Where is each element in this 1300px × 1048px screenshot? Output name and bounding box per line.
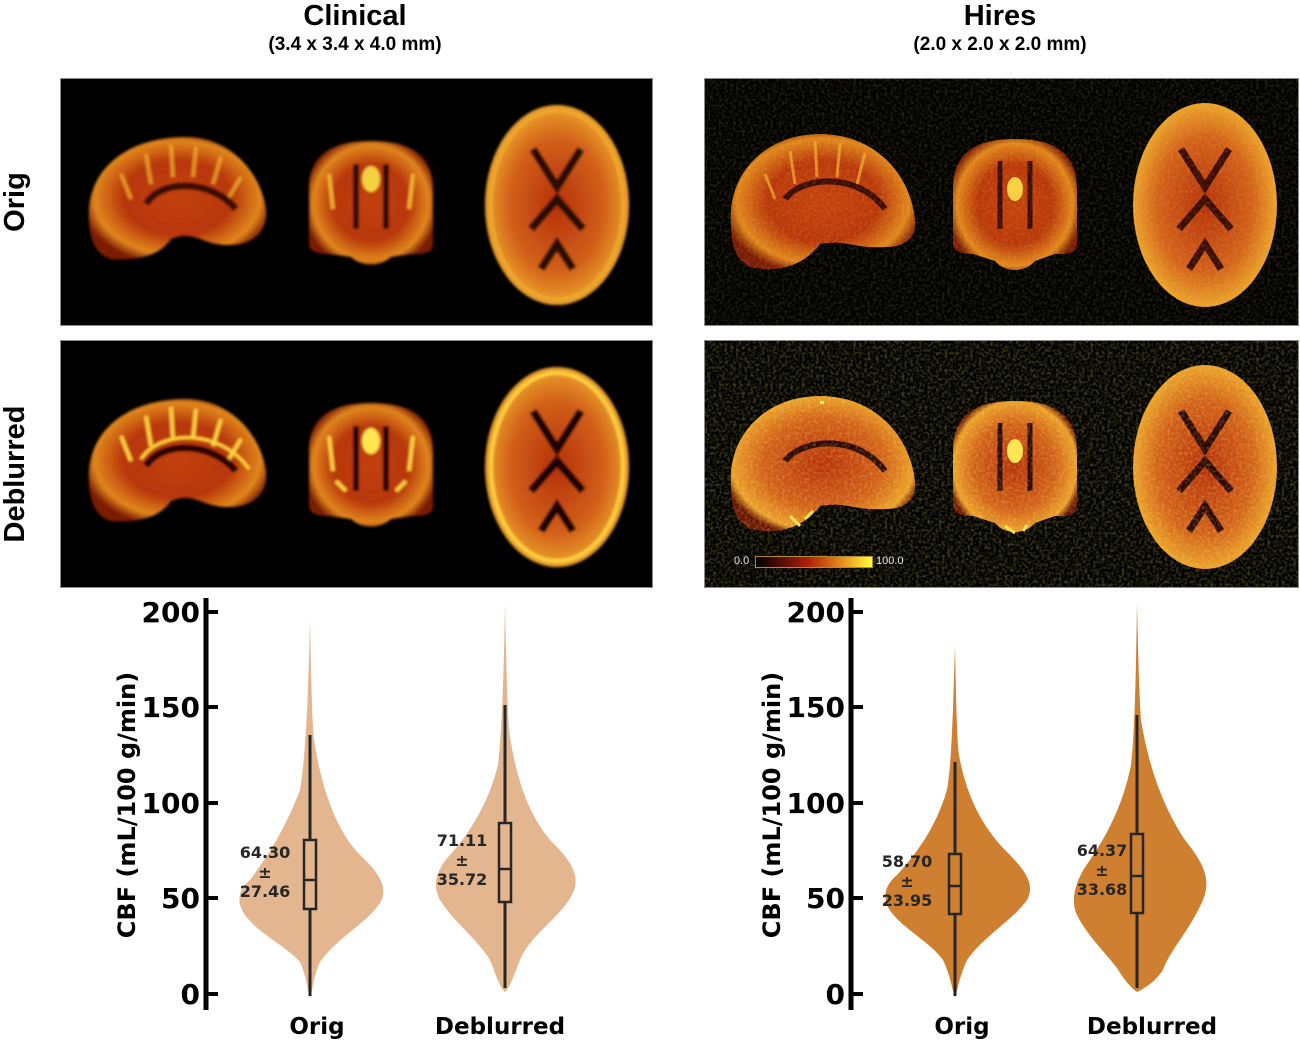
sd-value: 23.95	[882, 891, 933, 910]
violin-chart-clinical: CBF (mL/100 g/min) 200 150 100 50 0 64.3…	[100, 590, 660, 1043]
y-tick-50: 50	[161, 882, 200, 915]
image-panel-hires-deblurred: 0.0 100.0	[704, 340, 1299, 588]
plus-minus: ±	[455, 851, 468, 870]
violin-orig: 64.30 ± 27.46	[239, 620, 384, 998]
image-panel-clinical-orig	[60, 78, 653, 326]
y-tick-200: 200	[142, 596, 200, 629]
column-title-hires: Hires (2.0 x 2.0 x 2.0 mm)	[850, 0, 1150, 56]
y-tick-0: 0	[181, 978, 200, 1011]
image-panel-hires-orig	[704, 78, 1299, 326]
colorbar	[755, 556, 873, 568]
column-subtitle: (2.0 x 2.0 x 2.0 mm)	[913, 34, 1087, 55]
mean-value: 58.70	[882, 852, 933, 871]
y-tick-150: 150	[142, 691, 200, 724]
brain-axial	[485, 367, 629, 567]
x-label-deblurred: Deblurred	[435, 1014, 565, 1040]
mean-value: 64.37	[1077, 841, 1128, 860]
image-panel-clinical-deblurred	[60, 340, 653, 588]
y-axis-ticks	[851, 610, 863, 996]
x-label-deblurred: Deblurred	[1087, 1014, 1217, 1040]
y-tick-150: 150	[787, 691, 845, 724]
violin-deblurred: 64.37 ± 33.68	[1073, 602, 1207, 992]
plus-minus: ±	[258, 863, 271, 882]
brain-coronal	[309, 403, 433, 527]
column-title: Clinical	[303, 0, 407, 32]
violin-deblurred: 71.11 ± 35.72	[435, 602, 576, 992]
y-tick-100: 100	[142, 787, 200, 820]
y-axis-label: CBF (mL/100 g/min)	[758, 672, 786, 938]
plus-minus: ±	[1095, 861, 1108, 880]
y-tick-0: 0	[826, 978, 845, 1011]
brain-coronal	[309, 141, 433, 265]
column-title: Hires	[963, 0, 1037, 32]
row-label-deblurred: Deblurred	[0, 405, 31, 543]
violin-chart-hires: CBF (mL/100 g/min) 200 150 100 50 0 58.7…	[745, 590, 1300, 1043]
sd-value: 33.68	[1077, 880, 1128, 899]
colorbar-max-label: 100.0	[876, 555, 904, 567]
y-axis-ticks	[206, 610, 218, 996]
x-label-orig: Orig	[289, 1014, 344, 1040]
sd-value: 35.72	[437, 870, 488, 889]
brain-sagittal	[88, 398, 267, 522]
sd-value: 27.46	[240, 882, 291, 901]
mean-value: 64.30	[240, 843, 291, 862]
y-axis-label: CBF (mL/100 g/min)	[113, 672, 141, 938]
y-tick-100: 100	[787, 787, 845, 820]
brain-sagittal	[88, 136, 267, 260]
column-title-clinical: Clinical (3.4 x 3.4 x 4.0 mm)	[205, 0, 505, 56]
violin-orig: 58.70 ± 23.95	[882, 645, 1031, 998]
mean-value: 71.11	[437, 831, 488, 850]
column-subtitle: (3.4 x 3.4 x 4.0 mm)	[268, 34, 442, 55]
plus-minus: ±	[900, 872, 913, 891]
colorbar-min-label: 0.0	[734, 555, 750, 567]
row-label-orig: Orig	[0, 172, 31, 232]
y-tick-200: 200	[787, 596, 845, 629]
brain-axial	[485, 105, 629, 305]
x-label-orig: Orig	[934, 1014, 989, 1040]
y-tick-50: 50	[806, 882, 845, 915]
